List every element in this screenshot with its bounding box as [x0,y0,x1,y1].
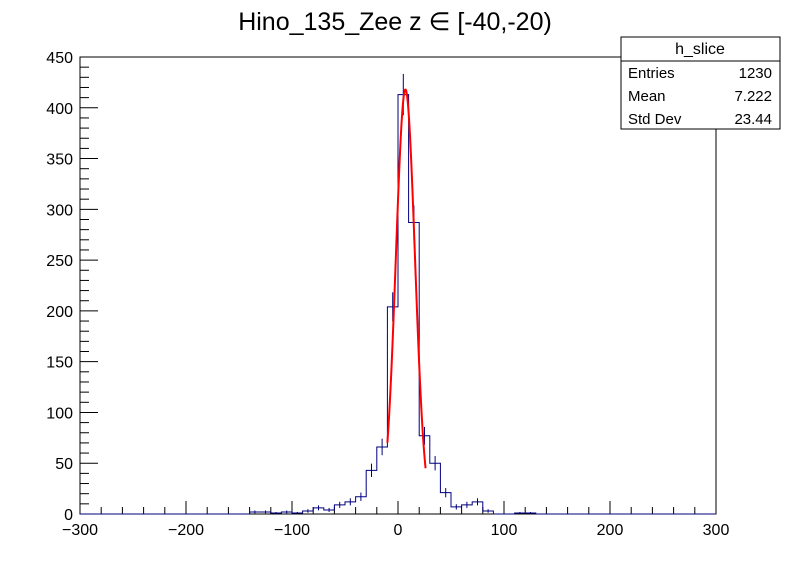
y-tick-label: 100 [46,405,73,422]
x-tick-label: 100 [491,522,518,539]
fit-layer [386,88,427,469]
histogram-layer [80,73,716,515]
x-tick-label: 0 [394,522,403,539]
chart-title: Hino_135_Zee z ∈ [-40,-20) [238,8,552,36]
x-axis: −300 −200 −100 0 100 200 300 [62,501,729,539]
x-tick-label: −100 [274,522,310,539]
x-tick-label: −300 [62,522,98,539]
y-axis: 0 50 100 150 200 250 300 350 400 450 [46,50,98,524]
y-tick-label: 200 [46,304,73,321]
gaussian-fit-curve [386,88,427,469]
stats-box-name: h_slice [675,41,725,58]
stats-stddev-label: Std Dev [628,111,682,128]
x-tick-label: −200 [168,522,204,539]
y-tick-label: 50 [55,456,73,473]
stats-stddev-value: 23.44 [734,111,772,128]
y-tick-label: 0 [64,507,73,524]
x-tick-label: 300 [703,522,730,539]
histogram-outline [80,94,716,515]
stats-entries-value: 1230 [739,65,772,82]
y-tick-label: 400 [46,101,73,118]
y-tick-label: 250 [46,253,73,270]
stats-mean-value: 7.222 [734,88,772,105]
stats-entries-label: Entries [628,65,675,82]
x-tick-label: 200 [597,522,624,539]
y-tick-label: 300 [46,202,73,219]
y-tick-label: 450 [46,50,73,67]
stats-box: h_slice Entries 1230 Mean 7.222 Std Dev … [620,36,781,130]
y-tick-label: 350 [46,152,73,169]
stats-mean-label: Mean [628,88,666,105]
y-tick-label: 150 [46,355,73,372]
stats-box-frame [620,36,781,130]
